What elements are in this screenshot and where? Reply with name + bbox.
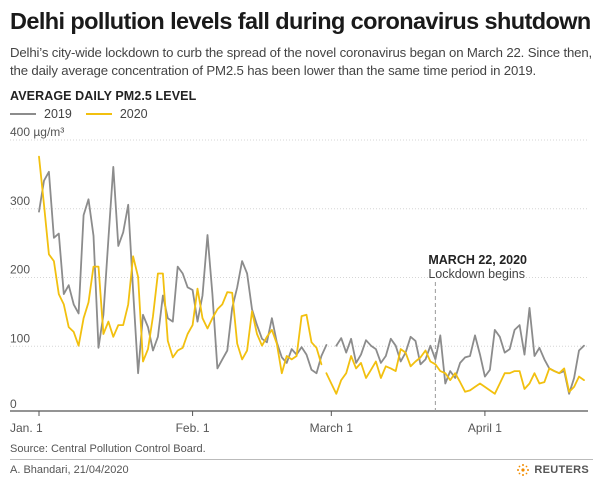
x-tick-label: Feb. 1 [176, 421, 210, 435]
series-lines [38, 155, 585, 395]
legend-label-2019: 2019 [44, 107, 72, 121]
author-credit: A. Bhandari, 21/04/2020 [10, 464, 129, 476]
annotation-text: Lockdown begins [428, 267, 525, 281]
brand-label: REUTERS [534, 464, 589, 476]
legend-label-2020: 2020 [119, 107, 148, 121]
series-line-2019 [38, 166, 328, 375]
legend-swatch-2020 [85, 113, 112, 115]
source-note: Source: Central Pollution Control Board. [10, 443, 206, 455]
y-tick-label: 0 [10, 397, 17, 411]
y-tick-label: 400 µg/m³ [10, 125, 64, 139]
series-line-2020 [325, 348, 585, 395]
series-line-2019 [335, 307, 585, 395]
y-tick-label: 100 [10, 331, 30, 345]
chart-measure-label: AVERAGE DAILY PM2.5 LEVEL [10, 89, 197, 103]
y-tick-label: 200 [10, 263, 30, 277]
legend-item-2019: 2019 [10, 107, 72, 121]
x-tick-label: April 1 [468, 421, 502, 435]
chart-subtitle: Delhi’s city-wide lockdown to curb the s… [10, 45, 593, 78]
x-tick-label: Jan. 1 [10, 421, 43, 435]
brand: REUTERS [516, 463, 589, 477]
annotation-title: MARCH 22, 2020 [428, 253, 527, 267]
legend-swatch-2019 [10, 113, 36, 115]
series-line-2020 [38, 155, 323, 375]
chart-title: Delhi pollution levels fall during coron… [10, 8, 591, 34]
reuters-logo-icon [517, 464, 530, 476]
axes: 400 µg/m³ 300 200 100 0 Jan. 1 Feb. 1 March 1 Ap… [10, 125, 588, 435]
legend: 2019 2020 [10, 107, 162, 121]
x-tick-label: March 1 [310, 421, 354, 435]
legend-item-2020: 2020 [85, 107, 148, 121]
y-tick-label: 300 [10, 194, 30, 208]
footer-divider [10, 459, 593, 460]
